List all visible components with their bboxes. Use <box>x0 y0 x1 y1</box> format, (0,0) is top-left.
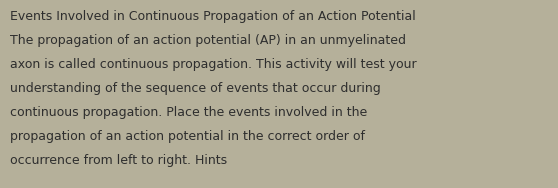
Text: understanding of the sequence of events that occur during: understanding of the sequence of events … <box>10 82 381 95</box>
Text: continuous propagation. Place the events involved in the: continuous propagation. Place the events… <box>10 106 367 119</box>
Text: occurrence from left to right. Hints: occurrence from left to right. Hints <box>10 154 227 167</box>
Text: propagation of an action potential in the correct order of: propagation of an action potential in th… <box>10 130 365 143</box>
Text: Events Involved in Continuous Propagation of an Action Potential: Events Involved in Continuous Propagatio… <box>10 10 416 23</box>
Text: The propagation of an action potential (AP) in an unmyelinated: The propagation of an action potential (… <box>10 34 406 47</box>
Text: axon is called continuous propagation. This activity will test your: axon is called continuous propagation. T… <box>10 58 417 71</box>
